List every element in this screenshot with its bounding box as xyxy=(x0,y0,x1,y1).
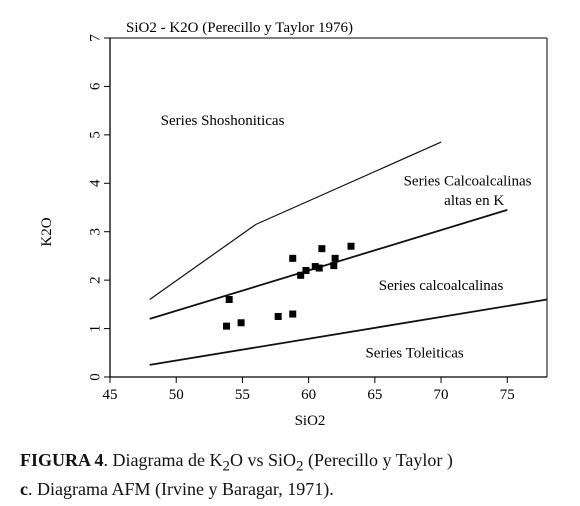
data-point xyxy=(223,322,231,330)
x-tick-label: 70 xyxy=(434,387,449,403)
data-point xyxy=(289,254,297,262)
y-tick-label: 1 xyxy=(87,325,103,333)
field-label: Series calcoalcalinas xyxy=(379,278,504,294)
caption-text-c: (Perecillo y Taylor ) xyxy=(303,450,453,470)
y-tick-label: 2 xyxy=(87,276,103,284)
x-tick-label: 45 xyxy=(103,387,118,403)
y-tick-label: 4 xyxy=(87,179,103,187)
data-point xyxy=(311,263,319,271)
y-tick-label: 7 xyxy=(87,34,103,42)
caption-text-a: . Diagrama de K xyxy=(103,450,223,470)
y-tick-label: 3 xyxy=(87,228,103,236)
data-point xyxy=(225,296,233,304)
caption-text-b: O vs SiO xyxy=(229,450,296,470)
y-tick-label: 6 xyxy=(87,82,103,90)
caption-line-2: c. Diagrama AFM (Irvine y Baragar, 1971)… xyxy=(20,478,576,500)
plot-frame xyxy=(109,37,548,378)
data-point xyxy=(237,319,245,327)
x-tick-label: 75 xyxy=(500,387,515,403)
x-tick-label: 60 xyxy=(301,387,316,403)
field-label: Series Toleiticas xyxy=(365,346,463,362)
data-point xyxy=(289,310,297,318)
data-point xyxy=(302,266,310,274)
data-point xyxy=(315,264,323,272)
boundary-line xyxy=(149,298,548,366)
caption-sub-2: 2 xyxy=(295,458,304,475)
caption-panel-letter: c xyxy=(20,478,28,499)
field-label: Series Shoshoniticas xyxy=(161,113,285,129)
data-points xyxy=(223,242,355,330)
field-label: altas en K xyxy=(444,193,504,209)
caption-text-d: . Diagrama AFM (Irvine y Baragar, 1971). xyxy=(28,478,334,499)
data-point xyxy=(331,254,339,262)
data-point xyxy=(297,271,305,279)
y-axis-label: K2O xyxy=(39,217,55,246)
field-label: Series Calcoalcalinas xyxy=(404,174,532,190)
series-boundaries xyxy=(149,141,548,366)
data-point xyxy=(318,245,326,253)
caption-sub-1: 2 xyxy=(222,458,230,475)
figure-caption: FIGURA 4. Diagrama de K2O vs SiO2 (Perec… xyxy=(20,449,576,500)
caption-line-1: FIGURA 4. Diagrama de K2O vs SiO2 (Perec… xyxy=(20,449,576,478)
chart-title: SiO2 - K2O (Perecillo y Taylor 1976) xyxy=(126,20,353,36)
x-axis-label: SiO2 xyxy=(295,413,326,429)
data-point xyxy=(330,262,338,270)
field-labels: Series Shoshoniticas Series Calcoalcalina… xyxy=(161,113,532,361)
data-point xyxy=(347,242,355,250)
y-tick-label: 0 xyxy=(87,373,103,381)
y-tick-label: 5 xyxy=(87,131,103,139)
x-tick-label: 65 xyxy=(367,387,382,403)
x-tick-label: 50 xyxy=(169,387,184,403)
x-tick-label: 55 xyxy=(235,387,250,403)
boundary-line xyxy=(149,209,508,320)
caption-figure-number: FIGURA 4 xyxy=(20,450,104,470)
boundary-line xyxy=(149,141,442,300)
data-point xyxy=(274,312,282,320)
